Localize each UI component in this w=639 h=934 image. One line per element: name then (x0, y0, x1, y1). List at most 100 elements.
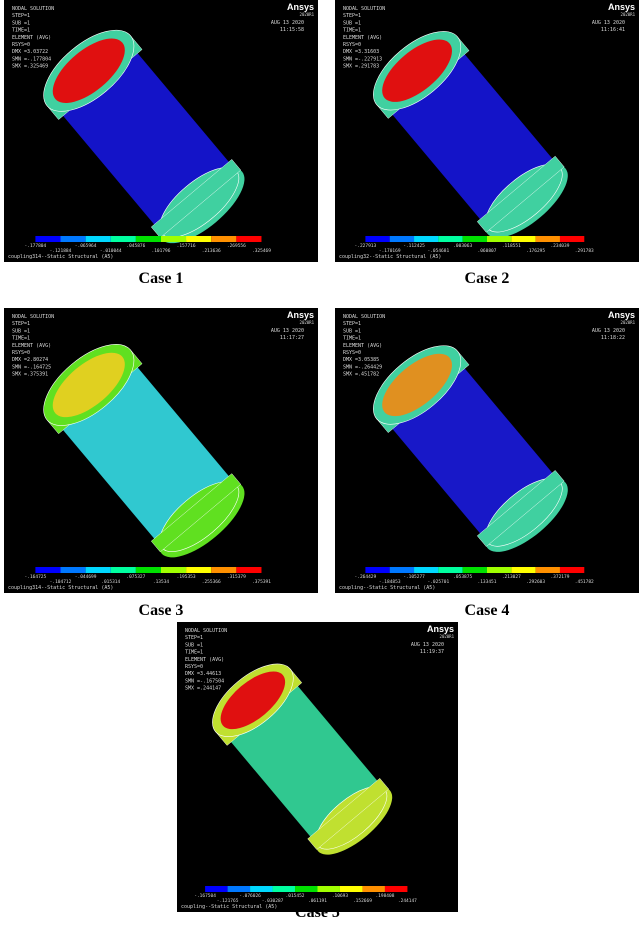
legend-swatch (236, 236, 261, 242)
legend-label: .13534 (153, 579, 170, 585)
date-line: 11:18:22 (601, 335, 625, 341)
legend-label: -.105277 (403, 574, 425, 580)
info-line: NODAL SOLUTION (185, 628, 227, 634)
legend-label: .292603 (526, 579, 545, 585)
legend-swatch (365, 236, 389, 242)
info-line: DMX =2.80274 (12, 357, 48, 363)
info-line: SMX =.291783 (343, 64, 379, 70)
legend-swatch (86, 567, 111, 573)
legend-label: .213636 (202, 248, 221, 254)
legend-swatch (487, 567, 511, 573)
info-line: SMN =-.227913 (343, 56, 382, 62)
legend-label: .269556 (227, 243, 246, 249)
legend-swatch (560, 236, 584, 242)
legend-label: -.177804 (25, 243, 47, 249)
case-caption: Case 3 (61, 602, 261, 620)
info-line: TIME=1 (12, 28, 30, 34)
legend-swatch (511, 236, 535, 242)
info-line: SUB =1 (12, 328, 30, 334)
legend-label: .291783 (575, 248, 594, 254)
info-line: STEP=1 (12, 321, 30, 327)
info-line: SMX =.451782 (343, 372, 379, 378)
info-line: DMX =3.31603 (343, 49, 379, 55)
legend-swatch (86, 236, 111, 242)
legend-label: .157716 (177, 243, 196, 249)
info-line: SMN =-.177804 (12, 56, 51, 62)
legend-swatch (273, 886, 295, 892)
panel-graphic: Ansys2020R1NODAL SOLUTIONSTEP=1SUB =1TIM… (4, 0, 318, 262)
legend-swatch (560, 567, 584, 573)
legend-swatch (136, 567, 161, 573)
legend-label: .255366 (202, 579, 221, 585)
info-line: NODAL SOLUTION (12, 6, 54, 12)
logo-version: 2020R1 (621, 320, 636, 325)
info-line: SMN =-.264429 (343, 364, 382, 370)
case-caption: Case 5 (218, 904, 418, 922)
legend-label: .053875 (453, 574, 472, 580)
cylinder (360, 331, 581, 565)
info-line: NODAL SOLUTION (12, 314, 54, 320)
legend-swatch (365, 567, 389, 573)
logo-version: 2020R1 (300, 320, 315, 325)
info-line: SUB =1 (12, 20, 30, 26)
legend-swatch (136, 236, 161, 242)
legend-label: .075327 (126, 574, 145, 580)
logo-version: 2020R1 (300, 12, 315, 17)
panel-graphic: Ansys2020R1NODAL SOLUTIONSTEP=1SUB =1TIM… (177, 622, 458, 912)
logo: Ansys (287, 310, 314, 320)
info-line: TIME=1 (185, 650, 203, 656)
info-line: RSYS=0 (12, 42, 30, 48)
legend-label: .101796 (152, 248, 171, 254)
info-line: ELEMENT (AVG) (12, 343, 51, 349)
info-line: SMX =.325469 (12, 64, 48, 70)
legend-label: -.164725 (25, 574, 47, 580)
legend-label: -.065964 (75, 243, 97, 249)
info-line: SMN =-.167504 (185, 678, 224, 684)
legend-label: .213027 (502, 574, 521, 580)
info-line: SMX =.244147 (185, 686, 221, 692)
legend-swatch (161, 236, 186, 242)
legend-swatch (340, 886, 362, 892)
legend-label: .118551 (502, 243, 521, 249)
info-line: RSYS=0 (343, 42, 361, 48)
ansys-panel: Ansys2020R1NODAL SOLUTIONSTEP=1SUB =1TIM… (177, 622, 458, 912)
legend-label: .372179 (550, 574, 569, 580)
info-line: SUB =1 (343, 20, 361, 26)
legend-label: -.227913 (355, 243, 377, 249)
info-line: STEP=1 (185, 635, 203, 641)
footer: coupling314--Static Structural (A5) (8, 254, 113, 260)
info-line: ELEMENT (AVG) (12, 35, 51, 41)
legend-label: .133451 (478, 579, 497, 585)
legend-swatch (186, 236, 211, 242)
date-line: 11:15:58 (280, 27, 304, 33)
legend-label: .176295 (526, 248, 545, 254)
panel-graphic: Ansys2020R1NODAL SOLUTIONSTEP=1SUB =1TIM… (335, 0, 639, 262)
panel-graphic: Ansys2020R1NODAL SOLUTIONSTEP=1SUB =1TIM… (335, 308, 639, 593)
info-line: TIME=1 (343, 28, 361, 34)
legend-label: .003063 (453, 243, 472, 249)
legend-swatch (362, 886, 384, 892)
date-line: AUG 13 2020 (592, 20, 625, 26)
date-line: 11:16:41 (601, 27, 625, 33)
logo-version: 2020R1 (440, 634, 455, 639)
legend-swatch (438, 236, 462, 242)
legend-label: -.264429 (355, 574, 377, 580)
info-line: DMX =3.05385 (343, 357, 379, 363)
legend-label: .375391 (252, 579, 271, 585)
legend-swatch (161, 567, 186, 573)
legend-swatch (111, 567, 136, 573)
info-line: ELEMENT (AVG) (343, 35, 382, 41)
legend-swatch (186, 567, 211, 573)
date-line: 11:17:27 (280, 335, 304, 341)
legend-swatch (211, 236, 236, 242)
legend-swatch (414, 236, 438, 242)
legend-swatch (61, 567, 86, 573)
case-caption: Case 4 (387, 602, 587, 620)
info-line: NODAL SOLUTION (343, 6, 385, 12)
info-line: TIME=1 (343, 336, 361, 342)
cylinder (200, 651, 404, 868)
cylinder (30, 329, 258, 571)
info-line: SUB =1 (185, 642, 203, 648)
